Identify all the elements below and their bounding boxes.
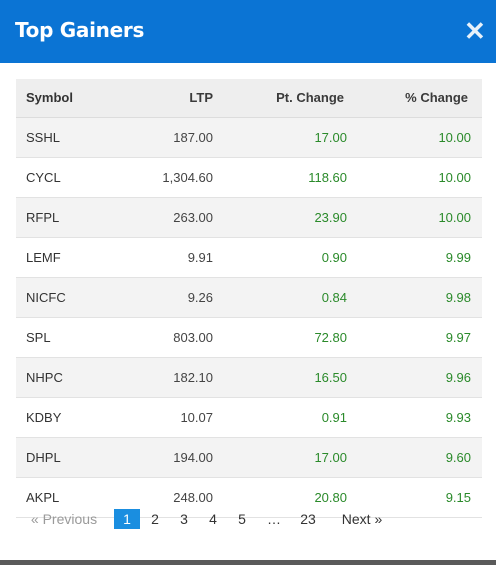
ltp-cell: 187.00 — [173, 130, 213, 145]
pct-change-cell: 10.00 — [438, 210, 471, 225]
pagination: « Previous 1 2 3 4 5 … 23 Next » — [0, 507, 496, 531]
pct-change-cell: 10.00 — [438, 130, 471, 145]
table-row[interactable]: DHPL 194.00 17.00 9.60 — [16, 438, 482, 478]
symbol-cell: DHPL — [26, 450, 61, 465]
ltp-cell: 803.00 — [173, 330, 213, 345]
page-ellipsis: … — [267, 511, 281, 527]
symbol-cell: AKPL — [26, 490, 60, 505]
page-4-button[interactable]: 4 — [209, 511, 217, 527]
pt-change-cell: 118.60 — [308, 170, 347, 185]
symbol-cell: KDBY — [26, 410, 62, 425]
pt-change-cell: 23.90 — [314, 210, 347, 225]
symbol-cell: LEMF — [26, 250, 61, 265]
table-header-row: Symbol LTP Pt. Change % Change — [16, 79, 482, 118]
ltp-cell: 1,304.60 — [162, 170, 213, 185]
pct-change-cell: 9.60 — [445, 450, 471, 465]
pct-change-cell: 9.96 — [445, 370, 471, 385]
table-row[interactable]: RFPL 263.00 23.90 10.00 — [16, 198, 482, 238]
dialog-title: Top Gainers — [15, 18, 145, 42]
symbol-cell: NICFC — [26, 290, 66, 305]
ltp-cell: 194.00 — [173, 450, 213, 465]
ltp-cell: 263.00 — [173, 210, 213, 225]
table-row[interactable]: SSHL 187.00 17.00 10.00 — [16, 118, 482, 158]
pt-change-cell: 17.00 — [314, 450, 347, 465]
table-row[interactable]: SPL 803.00 72.80 9.97 — [16, 318, 482, 358]
table-row[interactable]: NICFC 9.26 0.84 9.98 — [16, 278, 482, 318]
pt-change-cell: 0.91 — [321, 410, 347, 425]
page-5-button: 5 — [238, 511, 246, 527]
close-icon[interactable]: ✕ — [464, 16, 486, 46]
pct-change-cell: 9.99 — [445, 250, 471, 265]
header-pt-change: Pt. Change — [276, 90, 344, 105]
pct-change-cell: 9.15 — [445, 490, 471, 505]
pt-change-cell: 20.80 — [314, 490, 347, 505]
symbol-cell: CYCL — [26, 170, 61, 185]
ltp-cell: 182.10 — [173, 370, 213, 385]
table-row[interactable]: LEMF 9.91 0.90 9.99 — [16, 238, 482, 278]
symbol-cell: SPL — [26, 330, 51, 345]
pct-change-cell: 9.93 — [445, 410, 471, 425]
symbol-cell: SSHL — [26, 130, 60, 145]
pt-change-cell: 72.80 — [314, 330, 347, 345]
pt-change-cell: 0.90 — [321, 250, 347, 265]
pt-change-cell: 16.50 — [314, 370, 347, 385]
table-row[interactable]: NHPC 182.10 16.50 9.96 — [16, 358, 482, 398]
symbol-cell: NHPC — [26, 370, 63, 385]
page-23-button[interactable]: 23 — [300, 511, 316, 527]
table-row[interactable]: AKPL 248.00 20.80 9.15 — [16, 478, 482, 518]
header-ltp: LTP — [189, 90, 213, 105]
ltp-cell: 9.26 — [187, 290, 213, 305]
table-row[interactable]: KDBY 10.07 0.91 9.93 — [16, 398, 482, 438]
dialog-header: Top Gainers ✕ — [0, 0, 496, 63]
symbol-cell: RFPL — [26, 210, 60, 225]
ltp-cell: 248.00 — [173, 490, 213, 505]
previous-page-button[interactable]: « Previous — [30, 511, 98, 527]
header-symbol: Symbol — [26, 90, 73, 105]
header-pct-change: % Change — [405, 90, 468, 105]
pt-change-cell: 0.84 — [321, 290, 347, 305]
gainers-table: Symbol LTP Pt. Change % Change SSHL 187.0… — [16, 79, 482, 518]
next-page-button[interactable]: Next » — [341, 511, 383, 527]
ltp-cell: 9.91 — [187, 250, 213, 265]
page-1-button[interactable]: 1 — [114, 509, 140, 529]
pct-change-cell: 9.97 — [445, 330, 471, 345]
table-row[interactable]: CYCL 1,304.60 118.60 10.00 — [16, 158, 482, 198]
pct-change-cell: 9.98 — [445, 290, 471, 305]
page-2-button[interactable]: 2 — [151, 511, 159, 527]
page-3-button[interactable]: 3 — [180, 511, 188, 527]
pct-change-cell: 10.00 — [438, 170, 471, 185]
ltp-cell: 10.07 — [180, 410, 213, 425]
pt-change-cell: 17.00 — [314, 130, 347, 145]
